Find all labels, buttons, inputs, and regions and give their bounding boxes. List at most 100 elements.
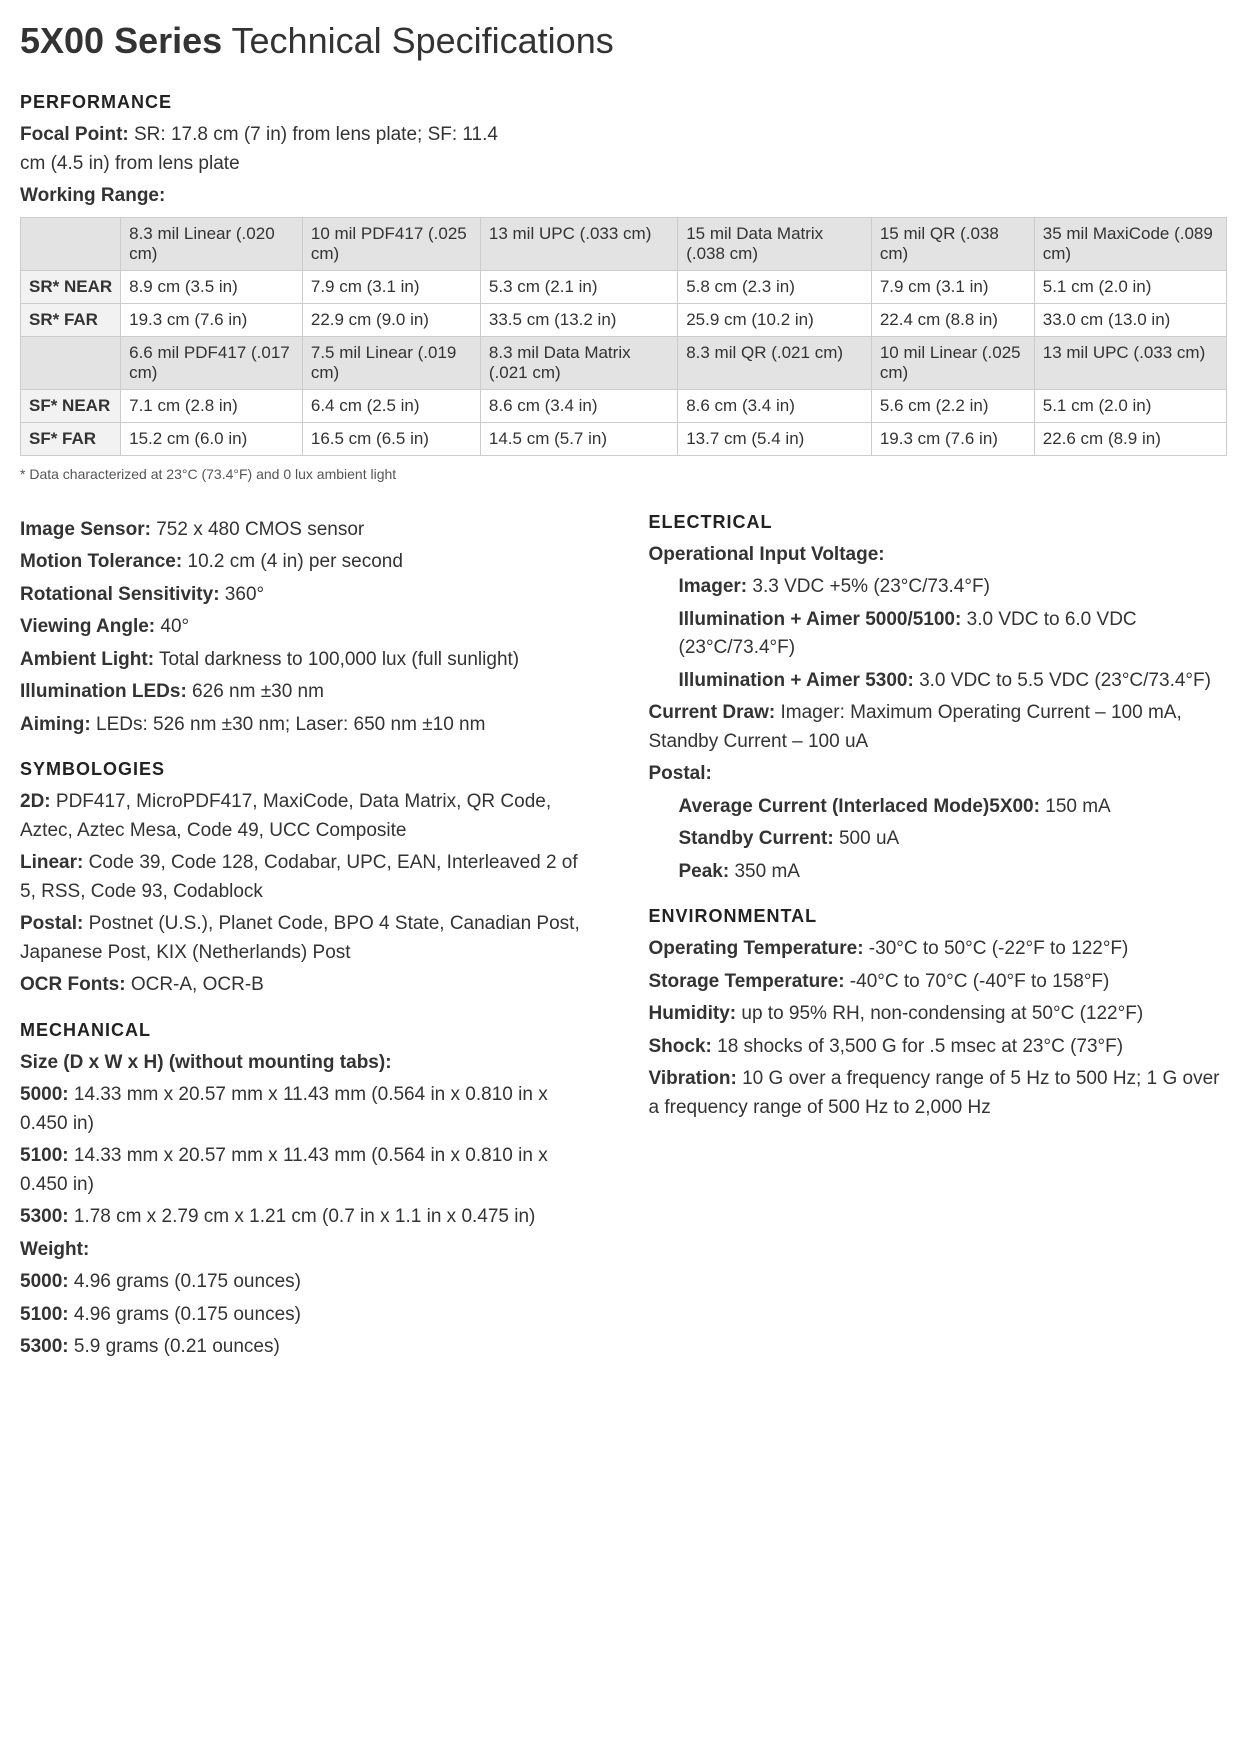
title-bold: 5X00 Series xyxy=(20,20,222,61)
cell: SR* NEAR xyxy=(21,270,121,303)
working-range-label: Working Range: xyxy=(20,185,165,206)
cell: 8.3 mil QR (.021 cm) xyxy=(678,336,872,389)
cell: 10 mil Linear (.025 cm) xyxy=(871,336,1034,389)
sym-postal: Postal: Postnet (U.S.), Planet Code, BPO… xyxy=(20,910,599,967)
cell: 8.3 mil Data Matrix (.021 cm) xyxy=(480,336,677,389)
value: 40° xyxy=(155,616,189,637)
label: Image Sensor: xyxy=(20,519,151,540)
cell: 22.9 cm (9.0 in) xyxy=(302,303,480,336)
page-title: 5X00 Series Technical Specifications xyxy=(20,20,1227,62)
cell: 6.4 cm (2.5 in) xyxy=(302,389,480,422)
cell: 7.9 cm (3.1 in) xyxy=(871,270,1034,303)
operating-temp: Operating Temperature: -30°C to 50°C (-2… xyxy=(649,935,1228,964)
symbologies-heading: SYMBOLOGIES xyxy=(20,759,599,780)
table-row: SR* NEAR 8.9 cm (3.5 in) 7.9 cm (3.1 in)… xyxy=(21,270,1227,303)
ambient-light: Ambient Light: Total darkness to 100,000… xyxy=(20,646,599,675)
cell: 19.3 cm (7.6 in) xyxy=(871,422,1034,455)
current-draw: Current Draw: Imager: Maximum Operating … xyxy=(649,699,1228,756)
label: Weight: xyxy=(20,1239,89,1260)
value: 150 mA xyxy=(1040,796,1111,817)
label: Average Current (Interlaced Mode)5X00: xyxy=(679,796,1040,817)
operational-input-voltage: Operational Input Voltage: xyxy=(649,541,1228,570)
label: Current Draw: xyxy=(649,702,776,723)
value: 626 nm ±30 nm xyxy=(187,681,324,702)
weight-5000: 5000: 4.96 grams (0.175 ounces) xyxy=(20,1268,599,1297)
illumination-leds: Illumination LEDs: 626 nm ±30 nm xyxy=(20,678,599,707)
working-range: Working Range: xyxy=(20,182,1227,211)
working-range-table: 8.3 mil Linear (.020 cm) 10 mil PDF417 (… xyxy=(20,217,1227,456)
label: Illumination LEDs: xyxy=(20,681,187,702)
aiming: Aiming: LEDs: 526 nm ±30 nm; Laser: 650 … xyxy=(20,711,599,740)
size-5300: 5300: 1.78 cm x 2.79 cm x 1.21 cm (0.7 i… xyxy=(20,1203,599,1232)
value: 10.2 cm (4 in) per second xyxy=(182,551,403,572)
label: 5100: xyxy=(20,1304,69,1325)
label: Viewing Angle: xyxy=(20,616,155,637)
cell: 33.0 cm (13.0 in) xyxy=(1034,303,1226,336)
environmental-heading: ENVIRONMENTAL xyxy=(649,906,1228,927)
sym-ocr: OCR Fonts: OCR-A, OCR-B xyxy=(20,971,599,1000)
label: Postal: xyxy=(649,763,712,784)
cell: 5.1 cm (2.0 in) xyxy=(1034,270,1226,303)
cell: 10 mil PDF417 (.025 cm) xyxy=(302,217,480,270)
cell: 13 mil UPC (.033 cm) xyxy=(1034,336,1226,389)
value: -40°C to 70°C (-40°F to 158°F) xyxy=(845,971,1110,992)
cell: SR* FAR xyxy=(21,303,121,336)
viewing-angle: Viewing Angle: 40° xyxy=(20,613,599,642)
value: 3.0 VDC to 5.5 VDC (23°C/73.4°F) xyxy=(914,670,1211,691)
value: 4.96 grams (0.175 ounces) xyxy=(69,1304,301,1325)
cell: 19.3 cm (7.6 in) xyxy=(121,303,303,336)
cell: 7.5 mil Linear (.019 cm) xyxy=(302,336,480,389)
label: Operational Input Voltage: xyxy=(649,544,885,565)
rotational-sensitivity: Rotational Sensitivity: 360° xyxy=(20,581,599,610)
cell: 25.9 cm (10.2 in) xyxy=(678,303,872,336)
value: 5.9 grams (0.21 ounces) xyxy=(69,1336,280,1357)
cell: SF* NEAR xyxy=(21,389,121,422)
table-footnote: * Data characterized at 23°C (73.4°F) an… xyxy=(20,466,1227,482)
electrical-heading: ELECTRICAL xyxy=(649,512,1228,533)
label: 5000: xyxy=(20,1271,69,1292)
postal-peak: Peak: 350 mA xyxy=(679,858,1228,887)
cell: 8.6 cm (3.4 in) xyxy=(480,389,677,422)
size-5000: 5000: 14.33 mm x 20.57 mm x 11.43 mm (0.… xyxy=(20,1081,599,1138)
weight-label: Weight: xyxy=(20,1236,599,1265)
value: 360° xyxy=(220,584,265,605)
value: 3.3 VDC +5% (23°C/73.4°F) xyxy=(747,576,990,597)
postal-standby: Standby Current: 500 uA xyxy=(679,825,1228,854)
value: 14.33 mm x 20.57 mm x 11.43 mm (0.564 in… xyxy=(20,1084,548,1134)
cell: SF* FAR xyxy=(21,422,121,455)
cell: 14.5 cm (5.7 in) xyxy=(480,422,677,455)
cell: 15 mil Data Matrix (.038 cm) xyxy=(678,217,872,270)
weight-5100: 5100: 4.96 grams (0.175 ounces) xyxy=(20,1301,599,1330)
cell xyxy=(21,336,121,389)
value: LEDs: 526 nm ±30 nm; Laser: 650 nm ±10 n… xyxy=(91,714,486,735)
cell: 16.5 cm (6.5 in) xyxy=(302,422,480,455)
value: 752 x 480 CMOS sensor xyxy=(151,519,364,540)
cell: 6.6 mil PDF417 (.017 cm) xyxy=(121,336,303,389)
table-row: SF* NEAR 7.1 cm (2.8 in) 6.4 cm (2.5 in)… xyxy=(21,389,1227,422)
cell: 8.9 cm (3.5 in) xyxy=(121,270,303,303)
value: -30°C to 50°C (-22°F to 122°F) xyxy=(864,938,1129,959)
table-row: 6.6 mil PDF417 (.017 cm) 7.5 mil Linear … xyxy=(21,336,1227,389)
table-row: SF* FAR 15.2 cm (6.0 in) 16.5 cm (6.5 in… xyxy=(21,422,1227,455)
label: 5100: xyxy=(20,1145,69,1166)
left-column: Image Sensor: 752 x 480 CMOS sensor Moti… xyxy=(20,512,599,1366)
label: Motion Tolerance: xyxy=(20,551,182,572)
cell: 5.6 cm (2.2 in) xyxy=(871,389,1034,422)
value: Code 39, Code 128, Codabar, UPC, EAN, In… xyxy=(20,852,578,902)
cell: 8.3 mil Linear (.020 cm) xyxy=(121,217,303,270)
image-sensor: Image Sensor: 752 x 480 CMOS sensor xyxy=(20,516,599,545)
label: Linear: xyxy=(20,852,83,873)
label: Standby Current: xyxy=(679,828,834,849)
sym-2d: 2D: PDF417, MicroPDF417, MaxiCode, Data … xyxy=(20,788,599,845)
label: 5300: xyxy=(20,1206,69,1227)
postal-heading: Postal: xyxy=(649,760,1228,789)
value: 4.96 grams (0.175 ounces) xyxy=(69,1271,301,1292)
storage-temp: Storage Temperature: -40°C to 70°C (-40°… xyxy=(649,968,1228,997)
cell: 5.8 cm (2.3 in) xyxy=(678,270,872,303)
cell: 7.1 cm (2.8 in) xyxy=(121,389,303,422)
value: PDF417, MicroPDF417, MaxiCode, Data Matr… xyxy=(20,791,551,841)
focal-point: Focal Point: SR: 17.8 cm (7 in) from len… xyxy=(20,121,500,178)
value: 350 mA xyxy=(729,861,800,882)
cell: 15 mil QR (.038 cm) xyxy=(871,217,1034,270)
value: Postnet (U.S.), Planet Code, BPO 4 State… xyxy=(20,913,580,963)
